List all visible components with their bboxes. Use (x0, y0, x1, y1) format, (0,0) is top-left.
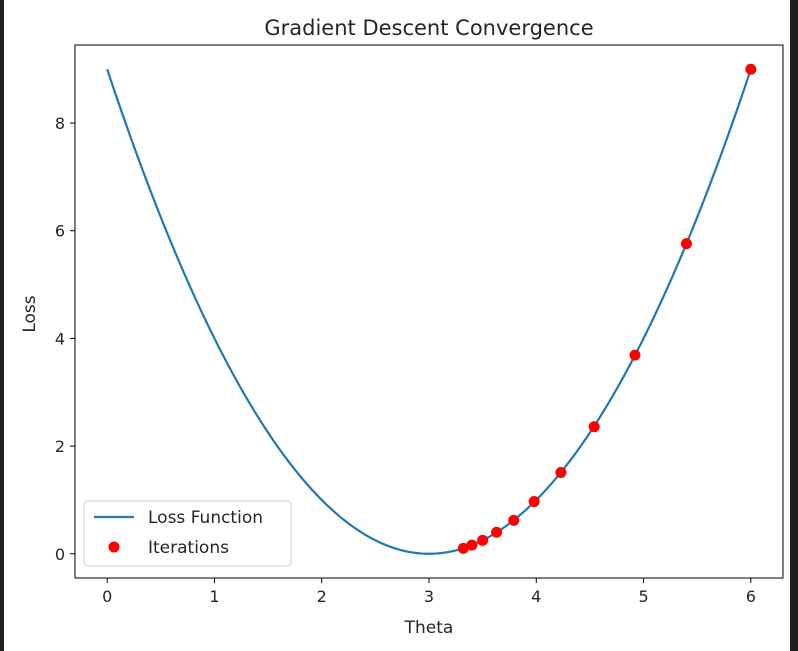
plot-area (106, 63, 757, 555)
x-tick-label-3: 3 (424, 587, 434, 606)
iteration-point-10 (466, 539, 478, 551)
x-axis-label: Theta (404, 618, 454, 638)
axes: 0 1 2 3 4 5 6 0 2 4 6 8 (55, 44, 784, 606)
gradient-descent-chart: Gradient Descent Convergence 0 1 2 3 4 5 6 0 2 4 6… (20, 16, 784, 638)
y-tick-label-2: 2 (55, 437, 65, 456)
loss-function-line (106, 68, 752, 555)
chart-frame: Gradient Descent Convergence 0 1 2 3 4 5 6 0 2 4 6… (4, 0, 790, 651)
y-tick-label-4: 4 (55, 329, 65, 348)
legend-label-loss-function: Loss Function (148, 508, 263, 528)
iteration-point-2 (680, 238, 692, 250)
legend-box (83, 500, 292, 567)
iteration-point-9 (477, 534, 489, 546)
iteration-point-6 (528, 496, 540, 508)
x-tick-label-1: 1 (209, 587, 219, 606)
y-tick-label-0: 0 (55, 545, 65, 564)
iteration-point-4 (588, 421, 600, 433)
x-tick-label-5: 5 (638, 587, 648, 606)
x-tick-label-6: 6 (746, 587, 756, 606)
y-tick-label-6: 6 (55, 222, 65, 241)
chart-title: Gradient Descent Convergence (264, 16, 593, 40)
iteration-point-11 (457, 542, 469, 554)
y-tick-label-8: 8 (55, 114, 65, 133)
y-axis-label: Loss (20, 295, 40, 332)
legend: Loss Function Iterations (83, 500, 292, 567)
x-tick-label-2: 2 (317, 587, 327, 606)
iteration-point-5 (555, 466, 567, 478)
legend-swatch-iterations (108, 541, 120, 553)
x-tick-label-4: 4 (531, 587, 541, 606)
plot-frame (74, 44, 784, 579)
iteration-point-8 (491, 526, 503, 538)
legend-label-iterations: Iterations (148, 538, 229, 558)
x-tick-label-0: 0 (102, 587, 112, 606)
iteration-point-3 (629, 349, 641, 361)
iteration-point-1 (745, 63, 757, 75)
iteration-point-7 (508, 514, 520, 526)
